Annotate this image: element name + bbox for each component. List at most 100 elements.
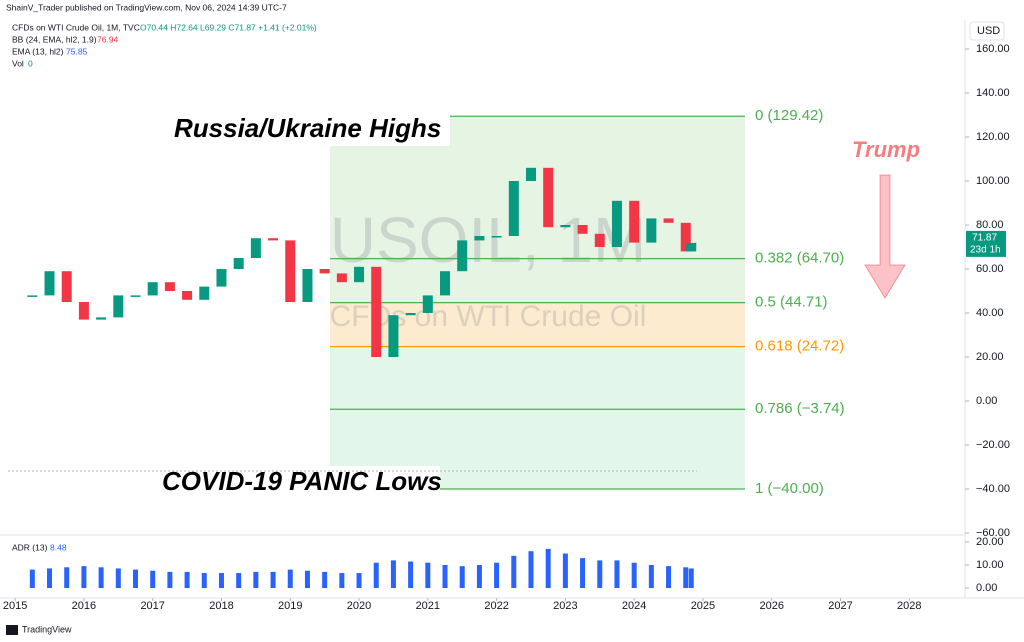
adr-bar (688, 568, 694, 588)
adr-bar (408, 561, 414, 588)
candle (319, 269, 330, 274)
adr-bar (476, 565, 482, 588)
adr-bar (545, 548, 551, 588)
indicator: Vol (12, 58, 24, 68)
candle (577, 225, 588, 234)
y-tick-label: −60.00 (976, 527, 1010, 539)
adr-bar (511, 555, 517, 588)
candle (440, 271, 451, 296)
fib-zone (330, 346, 745, 410)
candle (371, 266, 382, 357)
candle (164, 282, 175, 291)
fib-label: 0.5 (44.71) (755, 294, 828, 311)
adr-bar (442, 565, 448, 588)
adr-bar (356, 573, 362, 588)
candle (594, 233, 605, 247)
y-tick-label: 120.00 (976, 131, 1010, 143)
adr-bar (201, 573, 207, 588)
adr-bar (614, 560, 620, 588)
candle (268, 238, 279, 241)
annotation: COVID-19 PANIC Lows (162, 466, 442, 496)
candle (457, 240, 468, 272)
x-tick-label: 2024 (622, 600, 646, 612)
candle (491, 236, 502, 238)
currency[interactable]: USD (977, 25, 1000, 37)
x-tick-label: 2019 (278, 600, 302, 612)
candle (422, 295, 433, 313)
adr-bar (29, 569, 35, 588)
countdown: 23d 1h (970, 245, 1001, 256)
candle (147, 282, 158, 296)
x-tick-label: 2016 (72, 600, 96, 612)
y-tick-label: 80.00 (976, 219, 1004, 231)
x-tick-label: 2017 (140, 600, 164, 612)
adr-bar (115, 568, 121, 588)
last-price: 71.87 (972, 233, 997, 244)
adr-bar (218, 573, 224, 588)
fib-label: 0.618 (24.72) (755, 338, 844, 355)
adr-bar (270, 571, 276, 588)
adr-bar (494, 562, 500, 588)
adr-bar (425, 562, 431, 588)
adr-bar (287, 569, 293, 588)
candle (508, 181, 519, 236)
footer: TradingView (22, 624, 72, 634)
candle (96, 317, 107, 320)
fib-label: 1 (−40.00) (755, 480, 824, 497)
candle (113, 295, 124, 318)
annotation-bg (158, 466, 440, 500)
adr-bar (132, 569, 138, 588)
adr-bar (81, 566, 87, 588)
x-tick-label: 2022 (484, 600, 508, 612)
adr-bar (580, 558, 586, 588)
adr-value: 8.48 (50, 542, 67, 552)
x-tick-label: 2015 (3, 600, 27, 612)
indicator-value: 76.94 (97, 34, 119, 44)
annotation: Russia/Ukraine Highs (174, 113, 441, 143)
last-price-box (966, 230, 1006, 257)
y-tick-label: 140.00 (976, 87, 1010, 99)
y-tick-label: −40.00 (976, 483, 1010, 495)
adr-bar (683, 567, 689, 588)
candle (233, 258, 244, 269)
candle (611, 200, 622, 247)
y-tick-label: 100.00 (976, 175, 1010, 187)
adr-bar (528, 551, 534, 588)
adr-bar (562, 553, 568, 588)
candle (525, 167, 536, 181)
y-tick-label: 40.00 (976, 307, 1004, 319)
y-tick-label: 10.00 (976, 559, 1004, 571)
y-tick-label: 0.00 (976, 395, 997, 407)
candle (302, 269, 313, 302)
indicator-value: 75.85 (66, 46, 88, 56)
currency-button[interactable] (969, 21, 1005, 41)
candle (686, 242, 697, 252)
candle (27, 295, 38, 297)
x-tick-label: 2025 (691, 600, 715, 612)
watermark-subtitle: CFDs on WTI Crude Oil (330, 300, 647, 333)
logo (6, 625, 18, 635)
x-tick-label: 2027 (828, 600, 852, 612)
adr-bar (339, 573, 345, 588)
adr-bar (459, 566, 465, 588)
y-tick-label: −20.00 (976, 439, 1010, 451)
x-tick-label: 2018 (209, 600, 233, 612)
adr-bar (648, 565, 654, 588)
adr-bar (236, 573, 242, 588)
indicator-value: 0 (28, 58, 33, 68)
fib-zone (330, 302, 745, 347)
candle (560, 225, 571, 228)
y-tick-label: 60.00 (976, 263, 1004, 275)
adr-bar (390, 560, 396, 588)
y-tick-label: 0.00 (976, 582, 997, 594)
adr-bar (253, 571, 259, 588)
candle (44, 271, 55, 296)
fib-zone (330, 258, 745, 303)
x-tick-label: 2020 (347, 600, 371, 612)
adr-bar (666, 566, 672, 588)
adr-bar (98, 567, 104, 588)
candle (216, 269, 227, 287)
adr-bar (64, 567, 70, 588)
adr-bar (150, 570, 156, 588)
